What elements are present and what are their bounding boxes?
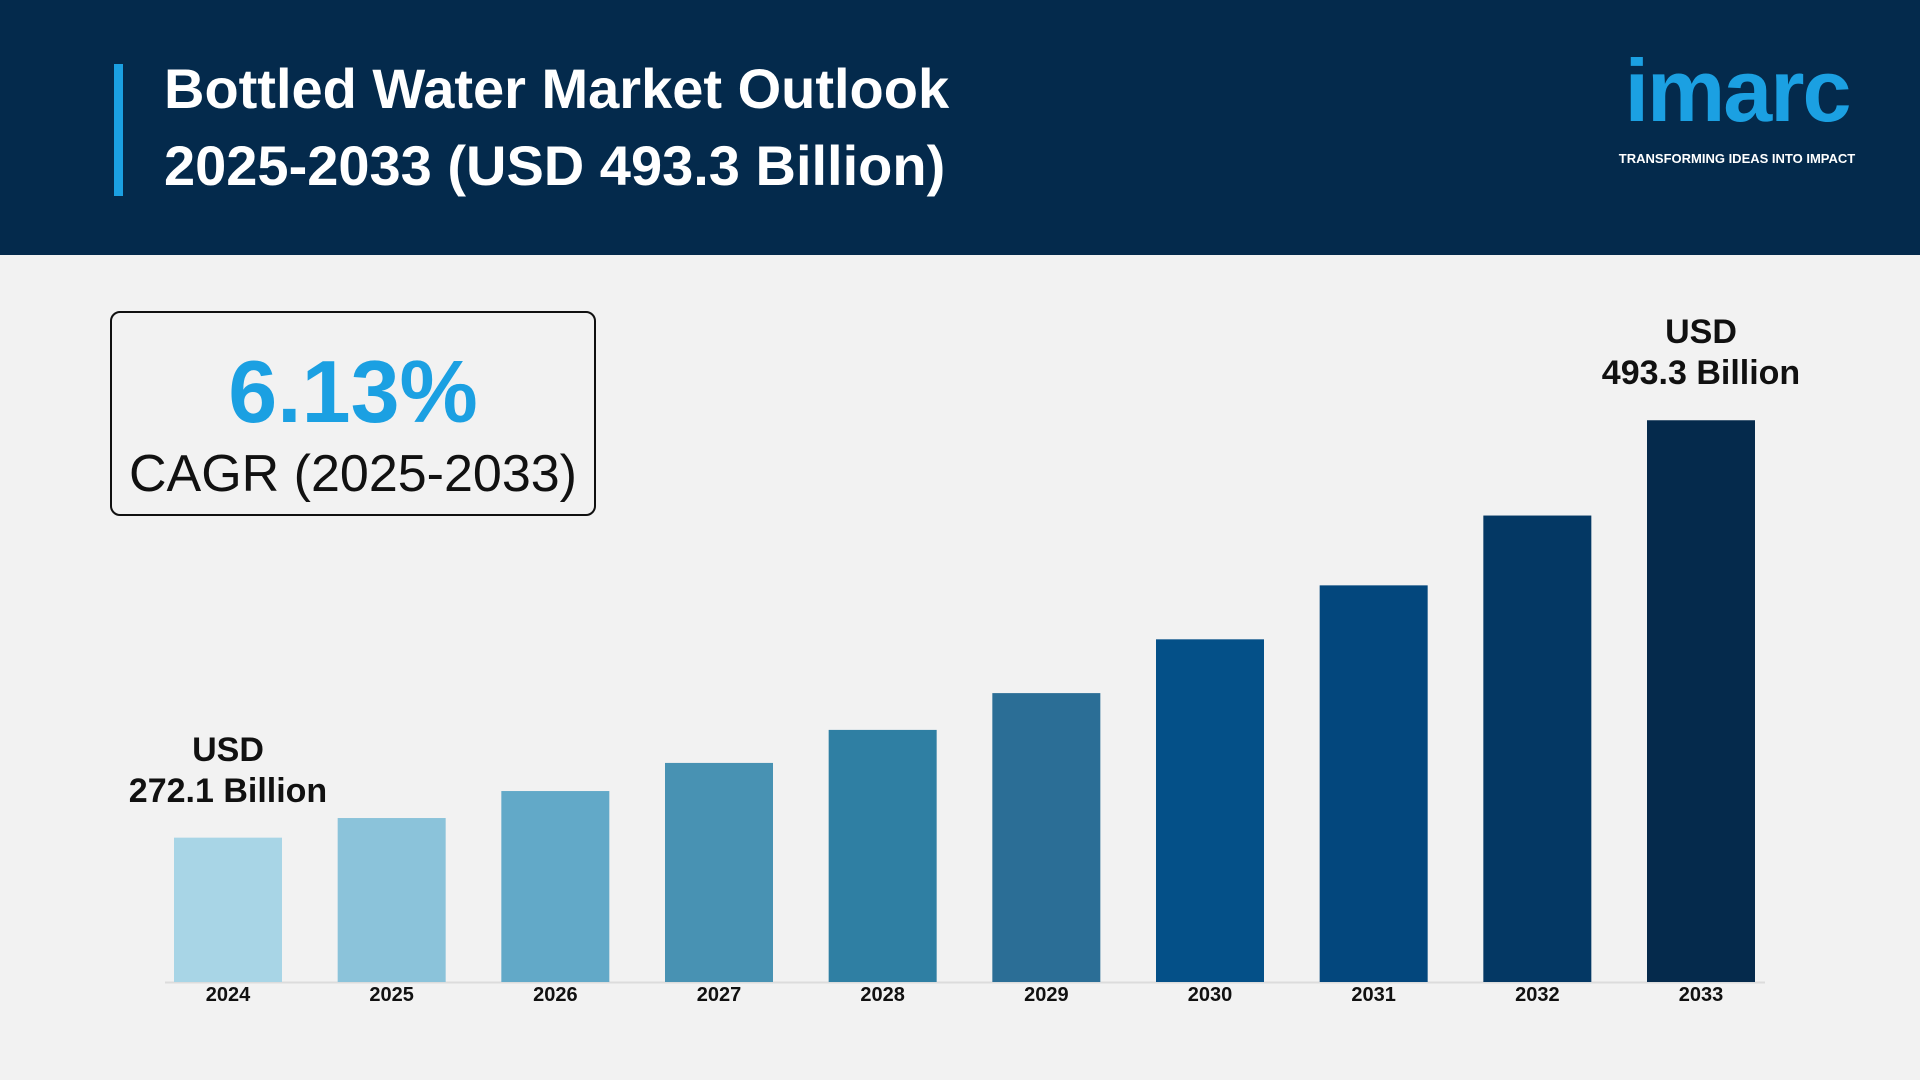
x-tick-label: 2027: [696, 984, 742, 1006]
bar: [828, 729, 937, 982]
x-tick-label: 2031: [1351, 984, 1396, 1006]
cagr-box: 6.13% CAGR (2025-2033): [110, 311, 596, 516]
bar: [337, 818, 446, 982]
x-tick-label: 2025: [369, 984, 414, 1006]
x-tick-label: 2028: [860, 984, 905, 1006]
bar: [501, 791, 610, 982]
cagr-value: 6.13%: [228, 342, 478, 441]
x-tick-label: 2024: [205, 984, 251, 1006]
x-tick-label: 2029: [1024, 984, 1069, 1006]
accent-bar: [114, 64, 123, 196]
bar: [992, 693, 1101, 982]
cagr-label: CAGR (2025-2033): [129, 445, 577, 503]
bar: [1156, 639, 1264, 982]
x-tick-label: 2033: [1678, 984, 1724, 1006]
logo: imarc: [1624, 41, 1852, 140]
data-label: USD 493.3 Billion: [1601, 313, 1801, 393]
x-tick-label: 2032: [1515, 984, 1560, 1006]
data-label: USD 272.1 Billion: [128, 730, 328, 810]
bar: [1483, 515, 1592, 982]
x-tick-label: 2030: [1187, 984, 1233, 1006]
bar: [665, 762, 773, 982]
tagline: TRANSFORMING IDEAS INTO IMPACT: [1618, 151, 1856, 166]
bar: [1647, 420, 1755, 983]
bar: [1319, 585, 1428, 982]
chart-title: Bottled Water Market Outlook 2025-2033 (…: [164, 57, 950, 197]
header: Bottled Water Market Outlook 2025-2033 (…: [0, 0, 1920, 255]
x-tick-label: 2026: [533, 984, 578, 1006]
bar: [174, 837, 282, 982]
